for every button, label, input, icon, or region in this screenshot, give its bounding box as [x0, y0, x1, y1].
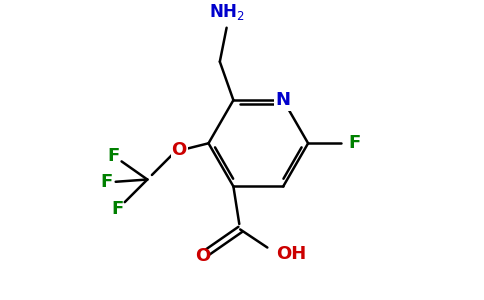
Text: N: N: [276, 91, 291, 109]
Text: F: F: [107, 147, 120, 165]
Text: OH: OH: [276, 245, 307, 263]
Text: F: F: [112, 200, 124, 218]
Text: O: O: [171, 141, 187, 159]
Text: F: F: [349, 134, 361, 152]
Text: NH$_2$: NH$_2$: [209, 2, 244, 22]
Text: O: O: [196, 247, 211, 265]
Text: F: F: [101, 173, 113, 191]
